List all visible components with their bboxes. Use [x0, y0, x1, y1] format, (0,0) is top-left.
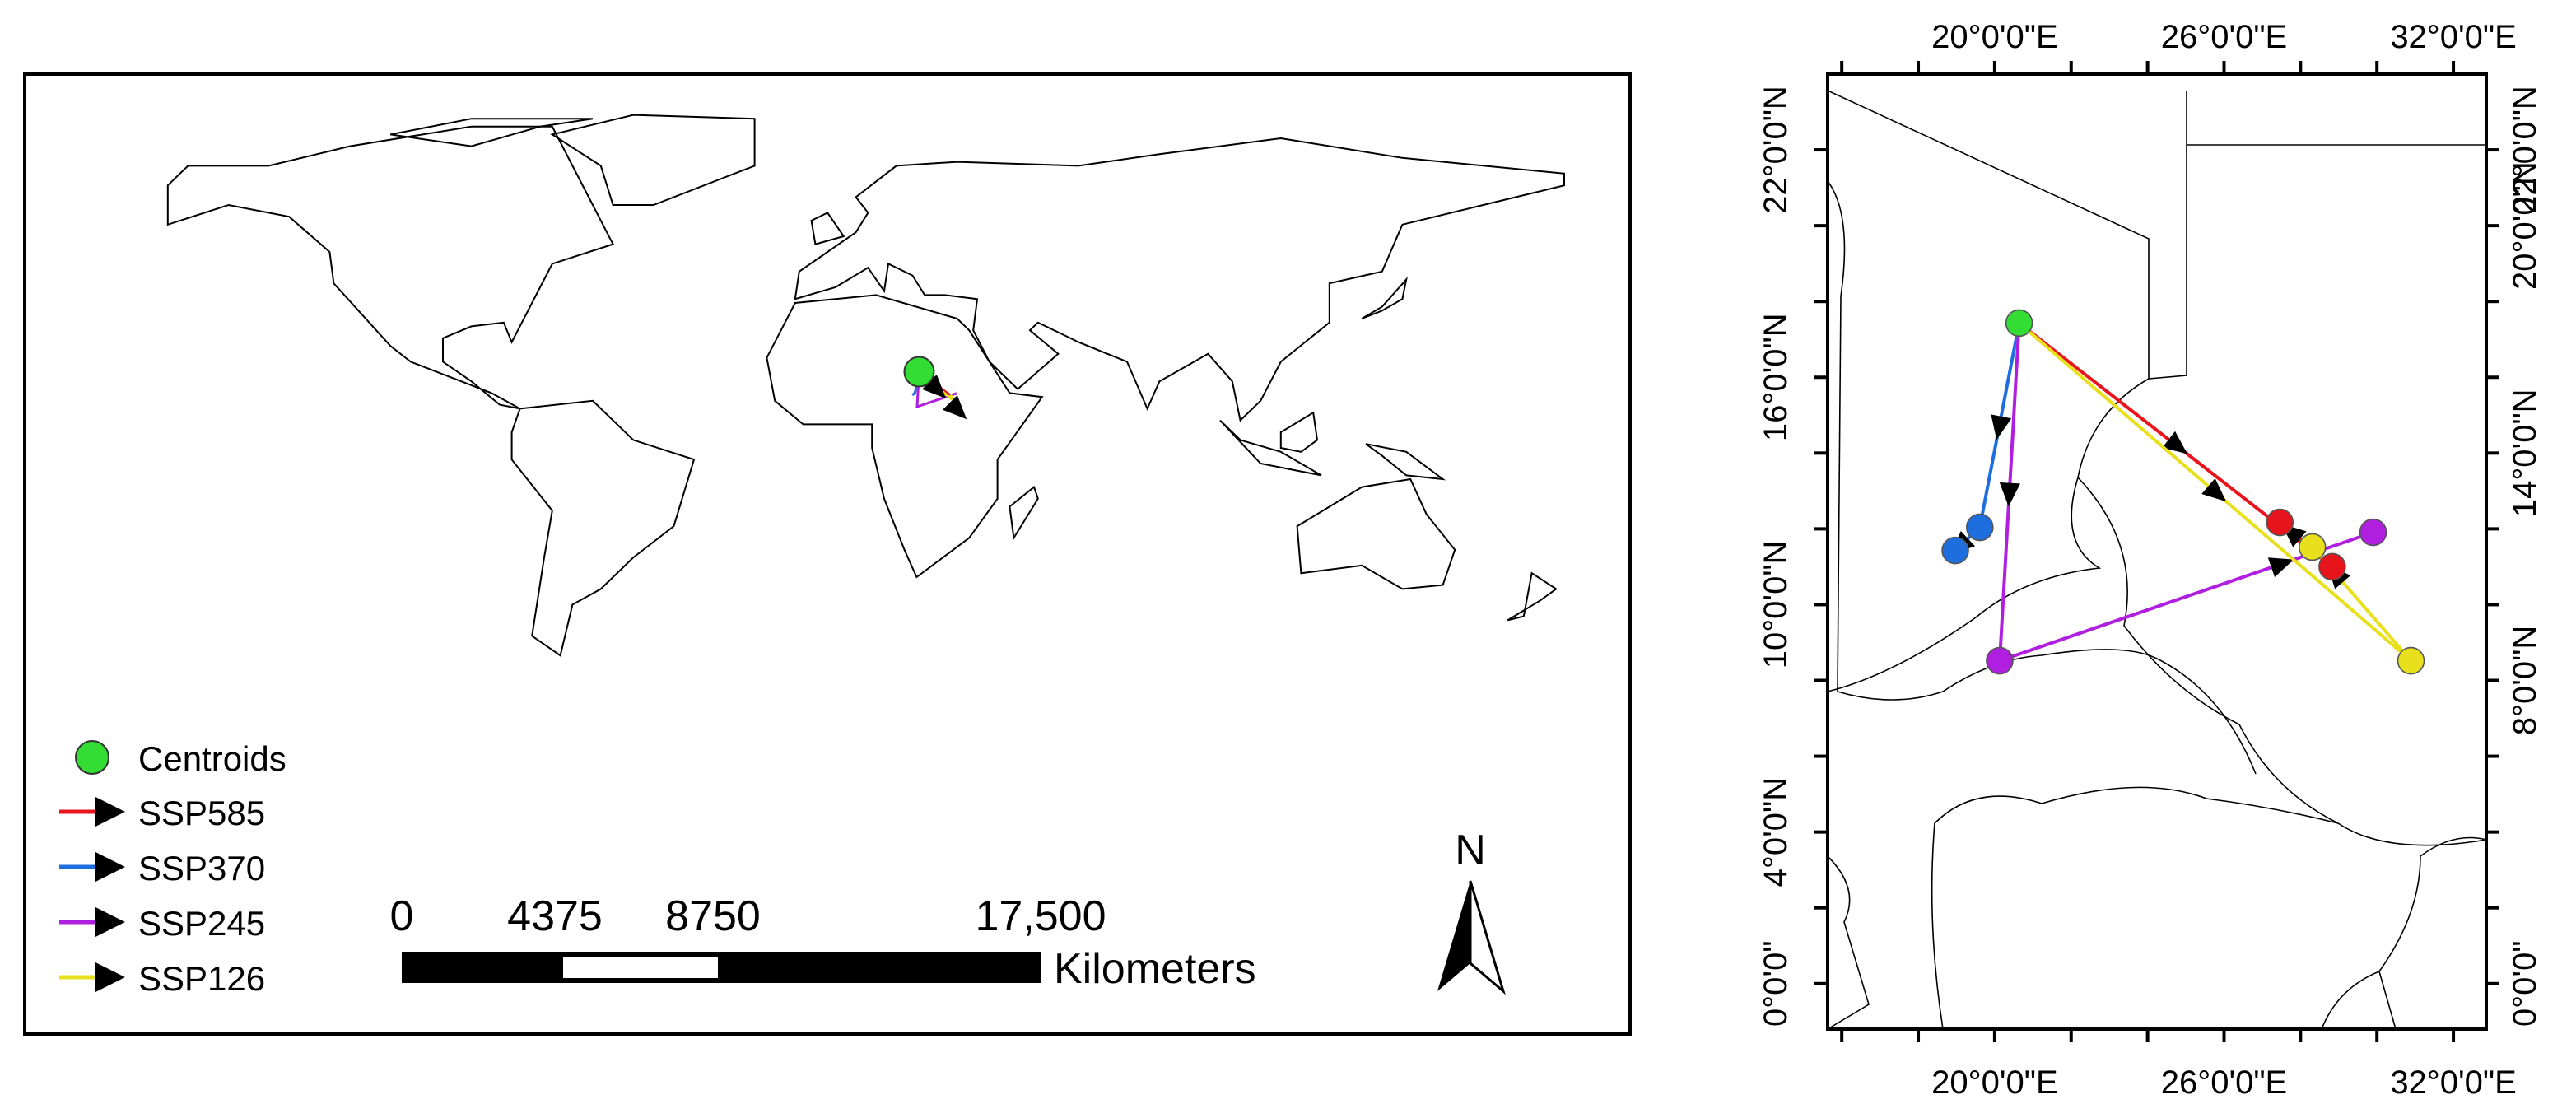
country-border: [2321, 971, 2380, 1030]
period-centroid: [2318, 552, 2346, 581]
scale-label: 8750: [665, 892, 761, 940]
legend-label: SSP585: [138, 794, 265, 832]
land-outline: [1279, 411, 1319, 453]
arrow-head: [922, 375, 947, 399]
land-outline: [1219, 419, 1322, 477]
period-centroid: [2359, 518, 2387, 547]
legend-arrow: [95, 907, 125, 937]
period-centroid: [2298, 533, 2327, 561]
legend-arrow: [95, 962, 125, 992]
land-outline: [1507, 571, 1558, 622]
scale-label: 4375: [507, 892, 603, 940]
y-tick-label: 22°0'0"N: [1758, 86, 1794, 214]
legend-label: Centroids: [138, 739, 286, 778]
country-border: [2077, 477, 2487, 846]
land-outline: [794, 137, 1565, 422]
legend: Centroids SSP585 SSP370 SSP245 SSP126: [59, 739, 286, 998]
land-outline: [1365, 443, 1446, 481]
x-tick-label: 20°0'0"E: [1931, 1064, 2058, 1101]
scale-unit: Kilometers: [1054, 945, 1256, 993]
legend-label: SSP126: [138, 959, 265, 998]
land-outline: [1009, 485, 1039, 541]
arrow-head: [2201, 478, 2227, 502]
arrow-head: [2162, 431, 2187, 454]
legend-label: SSP370: [138, 849, 265, 887]
world-frame: [23, 72, 1632, 1036]
country-border: [1931, 786, 2339, 1030]
country-border: [1827, 855, 1870, 1030]
y-tick-label: 0°0'0": [2507, 940, 2543, 1027]
x-tick-label: 32°0'0"E: [2390, 19, 2517, 55]
land-outline: [1361, 276, 1408, 319]
country-border: [1837, 649, 2257, 775]
period-centroid: [2397, 646, 2425, 675]
y-tick-label: 8°0'0"N: [2507, 626, 2543, 735]
legend-arrow: [95, 797, 125, 827]
period-centroid: [1941, 536, 1969, 565]
arrow-head: [943, 395, 967, 420]
country-border: [1827, 378, 2150, 692]
y-tick-label: 16°0'0"N: [1758, 313, 1794, 441]
legend-centroid: [75, 740, 109, 775]
scale-bar: [402, 952, 1041, 983]
arrow-head: [1999, 482, 2020, 507]
land-outline: [550, 114, 756, 206]
period-centroid: [2266, 508, 2294, 537]
y-tick-label: 10°0'0"N: [1758, 541, 1794, 669]
land-outline: [810, 212, 845, 245]
inset-frame: [1826, 72, 2488, 1031]
period-centroid: [1986, 646, 2014, 675]
y-tick-label: 22°0'0"N: [2507, 86, 2543, 214]
legend-label: SSP245: [138, 904, 265, 943]
y-tick-label: 0°0'0": [1758, 940, 1794, 1027]
scale-label: 17,500: [975, 892, 1106, 940]
legend-arrow: [95, 852, 125, 882]
inset-map: 20°0'0"E 20°0'0"E 26°0'0"E 26°0'0"E 32°0'0"E…: [1758, 19, 2543, 1101]
north-label: N: [1455, 827, 1486, 874]
scale-label: 0: [390, 892, 414, 940]
world-centroid: [903, 356, 935, 388]
y-tick-label: 20°0'0"N: [2507, 161, 2543, 290]
land-outline: [1296, 477, 1456, 590]
x-tick-label: 32°0'0"E: [2390, 1064, 2517, 1101]
land-outline: [766, 294, 1044, 579]
y-tick-label: 4°0'0"N: [1758, 777, 1794, 887]
arrow-head: [2267, 557, 2294, 577]
country-border: [1827, 180, 1846, 692]
x-tick-label: 26°0'0"E: [2161, 19, 2288, 55]
north-arrow: [1469, 880, 1506, 995]
y-tick-label: 14°0'0"N: [2507, 389, 2543, 517]
x-tick-label: 20°0'0"E: [1931, 19, 2058, 55]
land-outline: [166, 125, 615, 410]
arrow-head: [1991, 414, 2012, 440]
world-map: [166, 114, 1565, 657]
period-centroid: [1965, 513, 1994, 542]
land-outline: [510, 399, 696, 657]
north-arrow: [1437, 881, 1470, 991]
scale-bar-segment: [563, 957, 718, 978]
land-outline: [390, 118, 594, 147]
centroid: [2005, 309, 2033, 338]
country-border: [2378, 836, 2487, 1030]
x-tick-label: 26°0'0"E: [2161, 1064, 2288, 1101]
